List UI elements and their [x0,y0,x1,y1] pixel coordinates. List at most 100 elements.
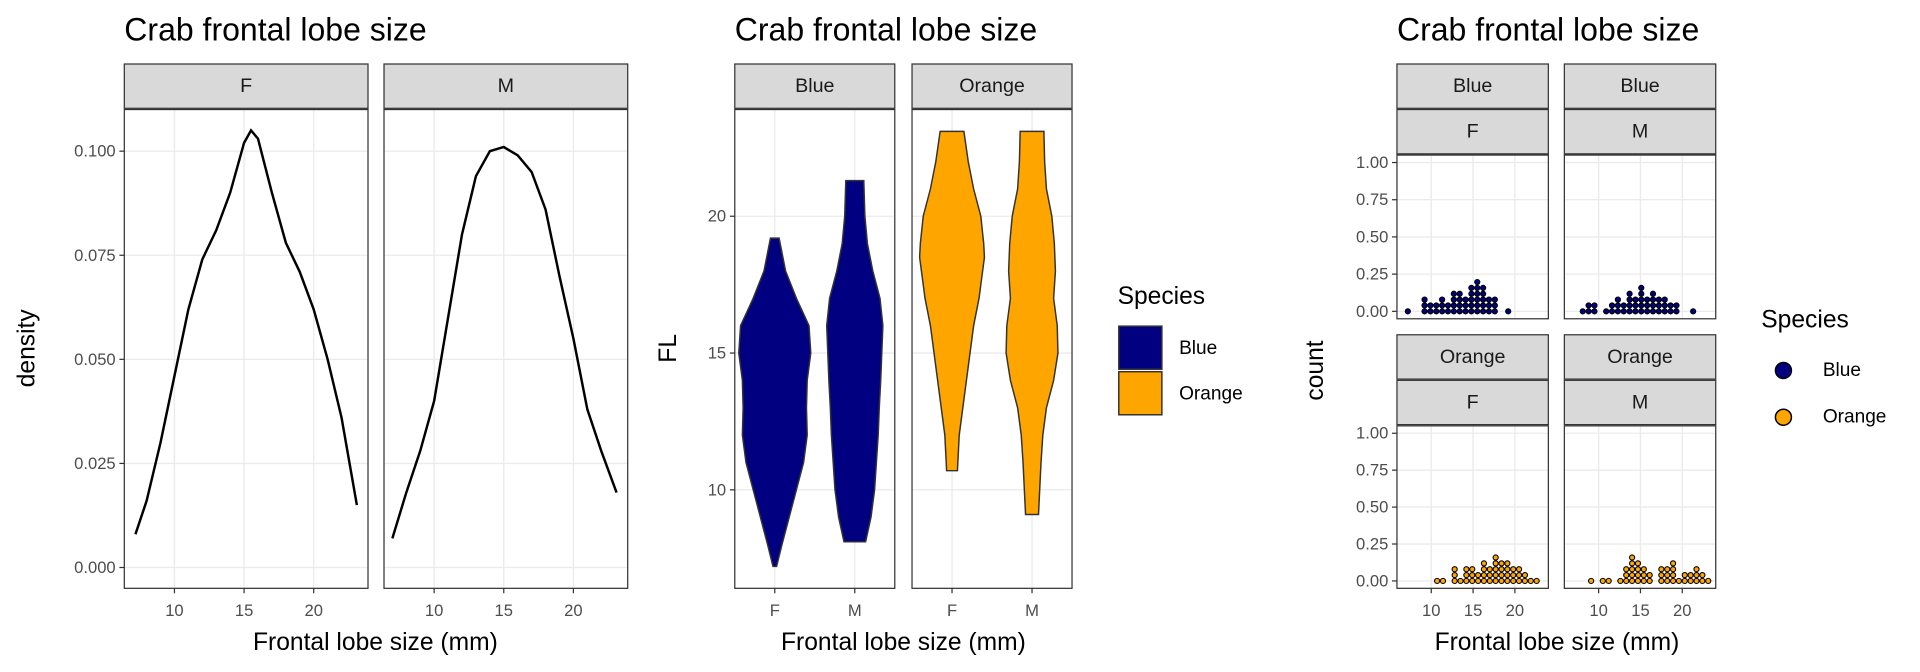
y-tick-label: 0.25 [1356,535,1388,554]
dot [1515,571,1523,579]
strip-text: Orange [959,75,1025,97]
dot [1479,284,1487,292]
x-tick-label: 10 [165,601,183,620]
dot [1474,284,1481,292]
dot [1450,302,1457,309]
dot [1439,302,1446,309]
x-tick-label: 20 [1506,601,1524,620]
x-tick-label: 20 [304,601,322,620]
strip [911,63,1073,109]
panel-border [1396,154,1549,320]
dot [1628,554,1636,561]
dot [1510,577,1517,585]
dot [1486,577,1493,585]
panel-border [911,108,1073,589]
dot [1474,296,1481,303]
dot [1444,302,1452,309]
dot [1469,566,1476,573]
dot [1492,554,1499,561]
dot [1469,571,1476,579]
dot [1504,577,1511,585]
dot [1687,571,1694,579]
dot [1667,302,1674,309]
figure-root: Crab frontal lobe size Frontal lobe size … [14,12,1887,656]
dot [1504,560,1511,567]
strip-text: F [240,75,252,97]
dot [1498,571,1505,579]
dot [1649,308,1657,315]
dot [1644,302,1651,309]
dot [1456,290,1463,297]
violin [918,130,986,472]
x-tick-label: 15 [235,601,253,620]
strip [1396,334,1549,380]
dot [1479,290,1487,297]
legend-title: Species [1118,283,1206,310]
strip [123,63,369,109]
dot [1649,290,1657,297]
strip-text: F [1467,391,1479,413]
dot [1675,577,1683,585]
dot [1480,571,1488,579]
y-axis-title: FL [655,334,682,363]
y-tick-label: 0.000 [74,558,116,577]
dot [1669,566,1677,573]
x-axis-title: Frontal lobe size (mm) [781,629,1026,656]
violin [738,237,812,568]
dot [1667,308,1674,315]
dot [1632,308,1639,315]
legend-label: Orange [1823,407,1887,428]
dot [1498,560,1505,567]
dot [1623,571,1630,579]
dot [1421,302,1428,309]
strip-text: M [1632,391,1648,413]
dot [1479,308,1487,315]
dot [1468,308,1475,315]
dot [1640,577,1647,585]
dot [1504,571,1511,579]
x-tick-label: M [848,601,862,620]
dot [1469,577,1476,585]
dot [1699,577,1706,585]
dot [1591,308,1598,315]
dot [1421,308,1428,315]
y-tick-label: 0.075 [74,246,116,265]
dot [1463,577,1470,585]
violin [825,179,884,543]
dot [1638,296,1645,303]
dot [1474,577,1482,585]
dot [1673,308,1680,315]
dot [1521,571,1529,579]
dot [1510,571,1517,579]
legend-key [1774,408,1793,426]
dot [1427,308,1434,315]
y-tick-label: 10 [708,480,726,499]
dot [1664,577,1671,585]
panel-border [1396,425,1549,589]
panel-background [124,109,369,589]
y-axis-title: density [14,309,41,388]
strip-text: F [1467,121,1479,143]
panel-border [734,108,896,589]
dot [1485,308,1493,315]
x-axis-title: Frontal lobe size (mm) [1435,629,1680,656]
dot [1404,308,1411,315]
x-tick-label: 10 [1589,601,1607,620]
dot [1479,302,1487,309]
dot [1649,302,1657,309]
legend-label: Orange [1179,383,1243,404]
strip-text: Orange [1440,346,1506,368]
dot [1620,302,1627,309]
dot [1658,566,1665,573]
dot [1510,566,1517,573]
legend-key [1774,361,1793,380]
dot [1462,296,1469,303]
y-tick-label: 0.00 [1356,302,1388,321]
dot [1479,296,1487,303]
legend-title: Species [1761,307,1849,334]
y-tick-label: 0.00 [1356,571,1388,590]
dot [1693,571,1700,579]
dot [1623,577,1630,585]
dot [1690,308,1697,315]
